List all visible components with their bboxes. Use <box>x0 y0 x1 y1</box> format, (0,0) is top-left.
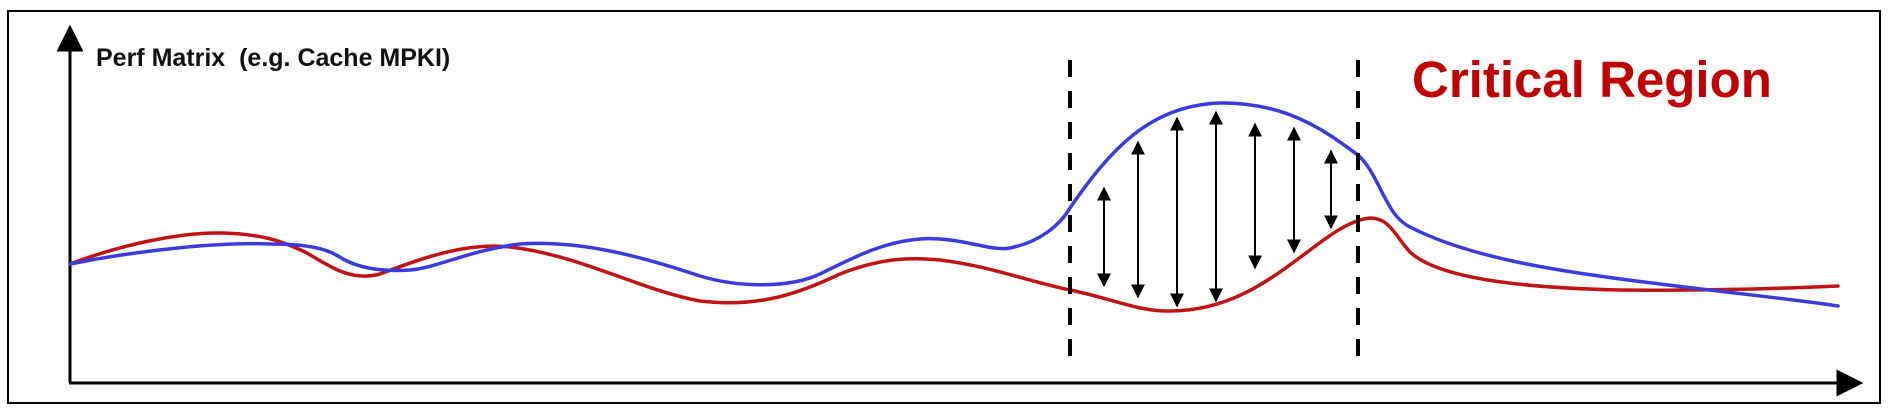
figure-frame <box>7 10 1881 404</box>
y-axis-label: Perf Matrix (e.g. Cache MPKI) <box>96 44 450 72</box>
series-a-curve <box>68 101 1840 308</box>
gap-markers <box>1097 110 1338 308</box>
series-b-curve <box>68 216 1840 313</box>
critical-region-title: Critical Region <box>1412 51 1772 108</box>
